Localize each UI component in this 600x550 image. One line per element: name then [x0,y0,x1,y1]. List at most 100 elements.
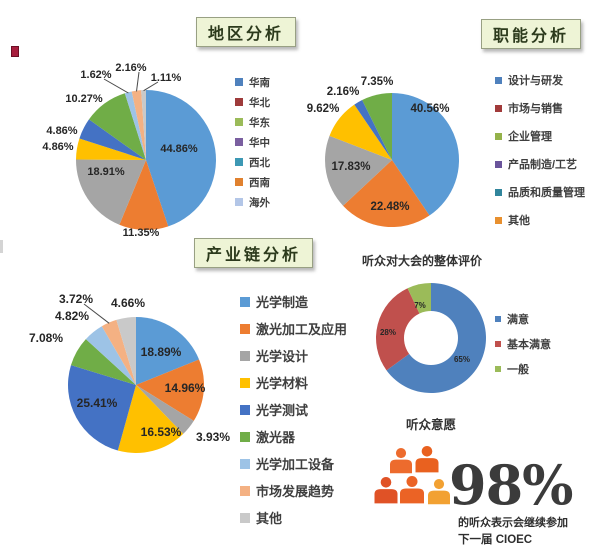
legend-label: 激光器 [256,430,296,445]
industry-legend: 光学制造激光加工及应用光学设计光学材料光学测试激光器光学加工设备 市场发展趋势 其他 [240,288,347,531]
region-pie-chart: 44.86% 11.35% 18.91% 4.86% 4.86% 10.27% 1.62% 2… [42,62,217,239]
people-icons [374,445,450,505]
industry-slice [85,326,136,385]
legend-label: 光学测试 [256,403,309,418]
legend-swatch [240,350,250,361]
legend-label: 市场发展趋势 [256,484,335,499]
industry-chain-analysis-title: 产业链分析 [194,238,314,268]
legend-swatch [235,138,243,146]
region-slice [124,91,146,160]
industry-datalabel: 14.96% [165,381,206,395]
function-slice [325,135,392,206]
legend-item: 市场与销售 [495,94,585,122]
legend-swatch [240,296,250,307]
legend-item: 光学材料 [240,369,347,396]
legend-swatch [235,118,243,126]
evaluation-donut-chart: 65% 28% 7% [375,283,486,393]
willingness-caption-line1: 的听众表示会继续参加 [458,517,568,529]
region-datalabel: 18.91% [87,166,125,178]
legend-label: 光学制造 [256,295,309,310]
industry-slice [70,339,136,385]
region-analysis-title: 地区分析 [196,17,297,47]
legend-swatch [240,458,250,469]
industry-datalabel: 18.89% [141,345,182,359]
industry-slice [116,317,136,385]
willingness-stat: 98% [449,453,573,517]
legend-swatch [240,485,250,496]
legend-item: 激光器 [240,423,347,450]
legend-item: 光学测试 [240,396,347,423]
legend-swatch [240,431,250,442]
function-datalabel: 9.62% [307,103,340,115]
function-slice [354,100,392,160]
legend-item: 西北 [235,152,270,172]
legend-swatch [235,198,243,206]
function-slice [329,104,392,160]
industry-slice [136,359,205,421]
region-slice [131,90,146,160]
industry-datalabel: 4.66% [111,296,145,310]
willingness-title: 听众意愿 [406,418,457,432]
legend-item: 海外 [235,192,270,212]
legend-item: 华北 [235,92,270,112]
person-icon [400,476,424,504]
legend-label: 光学加工设备 [256,457,335,472]
person-icon [415,445,439,473]
legend-swatch [495,216,502,224]
legend-swatch [495,188,502,196]
legend-label: 华南 [249,76,270,89]
legend-swatch [495,104,502,112]
legend-label: 基本满意 [507,338,551,351]
function-datalabel: 2.16% [327,86,360,98]
region-datalabel: 4.86% [42,141,73,153]
region-slice [75,159,146,225]
legend-label: 产品制造/工艺 [508,159,578,171]
region-datalabel: 2.16% [115,62,146,74]
willingness-caption-line2: 下一届 CIOEC [458,534,533,546]
legend-label: 其他 [256,511,283,526]
evaluation-datalabel: 7% [414,301,426,310]
legend-swatch [235,158,243,166]
region-datalabel: 4.86% [46,125,77,137]
person-icon [428,478,450,505]
legend-swatch [240,404,250,415]
legend-item: 基本满意 [495,331,551,356]
region-datalabel: 10.27% [65,93,103,105]
legend-item: 满意 [495,306,551,331]
legend-swatch [235,78,243,86]
legend-item: 西南 [235,172,270,192]
legend-item: 其他 [495,206,585,234]
legend-item: 激光加工及应用 [240,315,347,342]
legend-label: 光学设计 [256,349,309,364]
region-slice [119,160,169,231]
region-datalabel: 11.35% [123,227,160,239]
legend-label: 光学材料 [256,376,309,391]
industry-datalabel: 25.41% [77,396,118,410]
legend-item: 华中 [235,132,270,152]
legend-item: 光学制造 [240,288,347,315]
function-slice [362,93,392,160]
industry-slice [136,385,194,434]
region-slice [141,90,146,160]
legend-label: 其他 [508,215,530,227]
person-icon [390,447,412,474]
evaluation-slice [375,288,431,371]
evaluation-title: 听众对大会的整体评价 [362,254,483,268]
legend-swatch [495,76,502,84]
function-slice [392,93,460,216]
legend-item: 产品制造/工艺 [495,150,585,178]
function-datalabel: 17.83% [331,161,370,173]
legend-label: 西北 [249,156,270,169]
industry-datalabel: 3.72% [59,292,93,306]
leader-line [143,81,159,92]
donut-hole [404,311,458,365]
legend-swatch [235,178,243,186]
region-slice [79,119,146,160]
industry-datalabel: 7.08% [29,331,63,345]
function-analysis-title: 职能分析 [481,19,582,49]
evaluation-datalabel: 65% [454,355,470,364]
legend-swatch [240,512,250,523]
legend-label: 海外 [249,196,270,209]
legend-swatch [495,340,501,347]
